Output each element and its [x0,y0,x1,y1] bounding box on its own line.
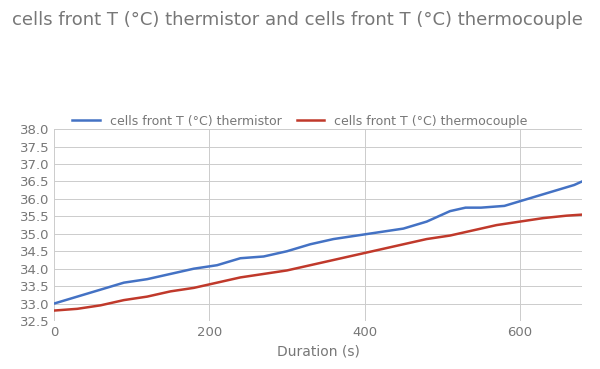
cells front T (°C) thermocouple [237,275,244,280]
cells front T (°C) thermistor [283,249,290,254]
cells front T (°C) thermistor [501,204,508,208]
cells front T (°C) thermocouple [423,237,430,241]
cells front T (°C) thermocouple [167,289,174,294]
cells front T (°C) thermocouple [283,268,290,273]
cells front T (°C) thermocouple [97,303,104,307]
cells front T (°C) thermocouple [377,247,384,252]
cells front T (°C) thermocouple [120,298,127,302]
cells front T (°C) thermistor [167,272,174,276]
cells front T (°C) thermistor [190,266,197,271]
cells front T (°C) thermistor [120,280,127,285]
cells front T (°C) thermocouple [190,286,197,290]
cells front T (°C) thermistor [214,263,221,268]
Line: cells front T (°C) thermistor: cells front T (°C) thermistor [54,182,582,304]
cells front T (°C) thermistor [400,226,407,231]
cells front T (°C) thermocouple [307,263,314,268]
Line: cells front T (°C) thermocouple: cells front T (°C) thermocouple [54,215,582,311]
cells front T (°C) thermocouple [516,220,523,224]
cells front T (°C) thermistor [330,237,337,241]
cells front T (°C) thermocouple [563,213,570,218]
cells front T (°C) thermistor [74,294,81,299]
cells front T (°C) thermistor [478,206,485,210]
cells front T (°C) thermistor [260,254,267,259]
cells front T (°C) thermistor [446,209,454,213]
cells front T (°C) thermistor [237,256,244,261]
cells front T (°C) thermistor [462,206,469,210]
cells front T (°C) thermistor [571,183,578,187]
cells front T (°C) thermocouple [74,307,81,311]
cells front T (°C) thermistor [423,220,430,224]
cells front T (°C) thermocouple [539,216,547,220]
cells front T (°C) thermistor [547,190,554,194]
cells front T (°C) thermocouple [470,228,477,232]
cells front T (°C) thermocouple [50,308,58,313]
Legend: cells front T (°C) thermistor, cells front T (°C) thermocouple: cells front T (°C) thermistor, cells fro… [67,110,533,132]
cells front T (°C) thermocouple [330,258,337,262]
cells front T (°C) thermocouple [446,233,454,238]
cells front T (°C) thermocouple [143,294,151,299]
cells front T (°C) thermocouple [214,280,221,285]
cells front T (°C) thermistor [524,197,531,201]
cells front T (°C) thermistor [353,233,361,238]
Text: cells front T (°C) thermistor and cells front T (°C) thermocouple: cells front T (°C) thermistor and cells … [12,11,583,29]
cells front T (°C) thermocouple [260,272,267,276]
cells front T (°C) thermistor [578,179,586,184]
cells front T (°C) thermocouple [400,242,407,246]
cells front T (°C) thermistor [377,230,384,234]
cells front T (°C) thermistor [143,277,151,282]
cells front T (°C) thermistor [97,287,104,292]
cells front T (°C) thermocouple [353,252,361,257]
cells front T (°C) thermocouple [578,213,586,217]
X-axis label: Duration (s): Duration (s) [277,344,359,358]
cells front T (°C) thermistor [307,242,314,246]
cells front T (°C) thermocouple [493,223,500,227]
cells front T (°C) thermistor [50,301,58,306]
